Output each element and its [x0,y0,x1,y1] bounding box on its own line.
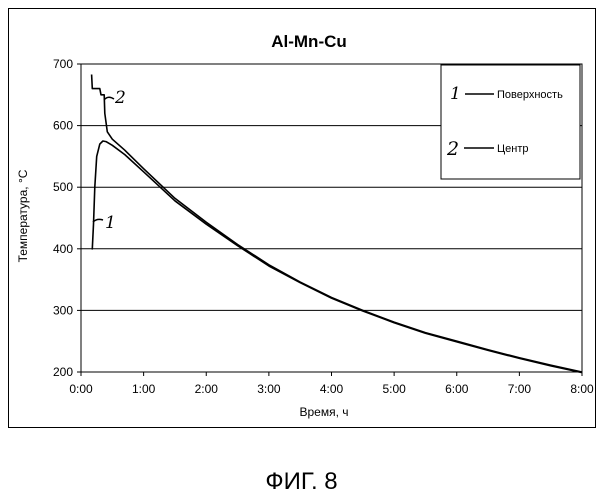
legend: 1 Поверхность 2 Центр [440,64,581,180]
x-axis-label: Время, ч [299,405,348,419]
x-tick-label: 8:00 [570,382,594,396]
curve-label-1: 1 [105,213,116,233]
legend-label-1: Поверхность [497,89,563,101]
y-tick-label: 600 [53,119,73,133]
y-tick-label: 200 [53,365,73,379]
x-tick-label: 0:00 [69,382,93,396]
chart-title: Al-Mn-Cu [271,32,347,51]
legend-number-1: 1 [450,84,461,104]
y-tick-label: 500 [53,180,73,194]
x-axis-ticks: 0:00 1:00 2:00 3:00 4:00 5:00 6:00 7:00 8:00 [69,372,594,396]
series-line-center [90,74,583,373]
x-tick-label: 6:00 [445,382,469,396]
curve-label-2: 2 [114,88,126,108]
figure-caption: ФИГ. 8 [265,468,338,495]
y-axis-label: Температура, °C [16,169,30,262]
legend-number-2: 2 [446,138,459,160]
x-tick-label: 5:00 [382,382,406,396]
y-tick-label: 700 [53,57,73,71]
x-tick-label: 2:00 [195,382,219,396]
curve-label-2-tick [103,96,115,101]
x-tick-label: 3:00 [257,382,281,396]
legend-box [440,64,581,180]
series-lines [90,74,583,374]
curve-label-1-tick [92,218,104,223]
y-tick-label: 300 [53,303,73,317]
chart-frame: Al-Mn-Cu 200 300 400 500 600 700 0:00 1:00 2:00… [8,8,596,428]
x-tick-label: 4:00 [320,382,344,396]
x-tick-label: 7:00 [508,382,532,396]
x-tick-label: 1:00 [132,382,156,396]
y-tick-label: 400 [53,242,73,256]
y-axis-ticks: 200 300 400 500 600 700 [53,57,81,379]
legend-label-2: Центр [497,143,529,155]
temperature-chart: Al-Mn-Cu 200 300 400 500 600 700 0:00 1:00 2:00… [16,32,594,419]
